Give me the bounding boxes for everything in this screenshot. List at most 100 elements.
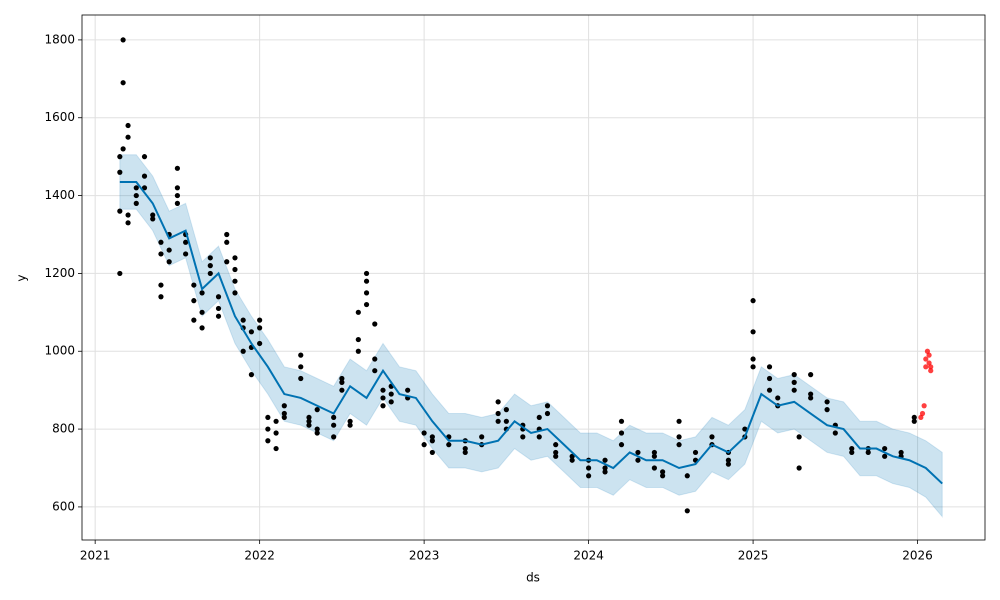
observation [174, 200, 180, 206]
observation [199, 325, 205, 331]
observation [174, 165, 180, 171]
x-axis-label: ds [526, 571, 540, 585]
observation [331, 422, 337, 428]
y-tick-label: 1000 [44, 344, 75, 358]
observation [618, 418, 625, 424]
y-tick-label: 1400 [44, 188, 75, 202]
observation [331, 414, 337, 421]
observation [921, 403, 927, 409]
observation [363, 290, 370, 296]
observation [372, 356, 378, 362]
observation [174, 192, 180, 199]
observation [339, 387, 345, 393]
observation [635, 457, 641, 463]
observation [919, 410, 926, 417]
observation [158, 294, 164, 300]
observation [339, 375, 345, 382]
observation [849, 449, 855, 456]
observation [281, 403, 287, 409]
observation [918, 414, 924, 421]
observation [273, 445, 279, 452]
observation [824, 399, 830, 405]
observation [298, 375, 304, 382]
observation [676, 418, 682, 424]
observation [224, 259, 230, 265]
observation [602, 465, 608, 471]
observation [265, 438, 271, 444]
observation [125, 122, 131, 129]
observation [125, 212, 131, 218]
observation [207, 255, 213, 261]
observation [191, 298, 197, 304]
observation [257, 317, 263, 323]
observation [495, 399, 501, 405]
observation [923, 364, 929, 370]
observation [602, 457, 608, 463]
observation [150, 212, 156, 218]
observation [421, 430, 427, 436]
y-axis-label: y [15, 274, 29, 281]
observation [421, 442, 427, 448]
observation [495, 418, 501, 424]
observation [314, 426, 320, 432]
observation [388, 399, 394, 405]
observation [166, 247, 172, 253]
observation [660, 469, 666, 475]
observation [766, 375, 773, 382]
observation [339, 379, 345, 385]
observation [314, 407, 320, 413]
observation [388, 391, 394, 397]
observation [520, 434, 526, 440]
observation [796, 465, 802, 471]
observation [281, 410, 287, 417]
observation [347, 422, 353, 428]
observation [709, 434, 715, 440]
observation [306, 418, 312, 424]
observation [248, 329, 255, 335]
observation [725, 461, 732, 467]
observation [199, 309, 205, 315]
observation [569, 457, 575, 463]
observation [232, 255, 238, 261]
observation [553, 453, 559, 459]
observation [544, 410, 551, 417]
observation [257, 325, 263, 331]
observation [133, 192, 139, 199]
observation [120, 80, 126, 86]
observation [405, 387, 411, 393]
observation [766, 364, 773, 370]
observation [215, 313, 222, 319]
observation [924, 348, 931, 354]
observation [750, 298, 756, 304]
observation [265, 414, 271, 421]
observation [791, 387, 797, 393]
observation [306, 422, 312, 428]
observation [462, 449, 468, 456]
observation [928, 364, 934, 370]
observation [586, 473, 592, 479]
observation [446, 442, 452, 448]
observation [215, 305, 222, 312]
observation [240, 317, 246, 323]
observation [363, 270, 370, 277]
observation [191, 317, 197, 323]
observation [725, 457, 732, 463]
observation [191, 282, 197, 288]
observation [298, 364, 304, 370]
observation [832, 430, 838, 436]
observation [133, 200, 139, 206]
observation [553, 442, 559, 448]
observation [158, 251, 164, 257]
y-tick-label: 1800 [44, 32, 75, 46]
y-tick-label: 1600 [44, 110, 75, 124]
observation [232, 266, 238, 273]
x-tick-label: 2022 [244, 549, 275, 563]
observation [651, 465, 657, 471]
observation [808, 391, 814, 397]
observation [248, 371, 255, 378]
x-tick-label: 2021 [80, 549, 111, 563]
plot-frame [81, 14, 986, 541]
observation [429, 438, 435, 444]
x-tick-label: 2023 [409, 549, 440, 563]
